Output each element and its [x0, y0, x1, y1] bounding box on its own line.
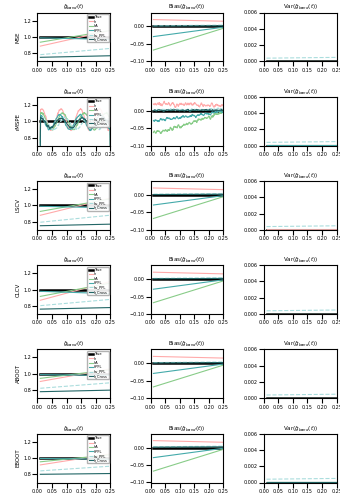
Title: Bias($\hat{g}_{band}(t)$): Bias($\hat{g}_{band}(t)$)	[168, 340, 206, 349]
Title: $\hat{g}_{band}(t)$: $\hat{g}_{band}(t)$	[63, 424, 85, 434]
Y-axis label: CLCV: CLCV	[16, 282, 21, 296]
Title: $\hat{g}_{band}(t)$: $\hat{g}_{band}(t)$	[63, 340, 85, 349]
Y-axis label: MSE: MSE	[16, 31, 21, 42]
Title: $\hat{g}_{band}(t)$: $\hat{g}_{band}(t)$	[63, 3, 85, 13]
Title: Bias($\hat{g}_{band}(t)$): Bias($\hat{g}_{band}(t)$)	[168, 256, 206, 265]
Title: Var($\hat{g}_{band}(t)$): Var($\hat{g}_{band}(t)$)	[283, 256, 318, 265]
Y-axis label: LSCV: LSCV	[16, 198, 21, 212]
Title: Bias($\hat{g}_{band}(t)$): Bias($\hat{g}_{band}(t)$)	[168, 3, 206, 13]
Legend: True, h, hA, hPPL, hv_PPL, h_Cross: True, h, hA, hPPL, hv_PPL, h_Cross	[87, 267, 109, 295]
Legend: True, h, hA, hPPL, hv_PPL, h_Cross: True, h, hA, hPPL, hv_PPL, h_Cross	[87, 436, 109, 464]
Title: Var($\hat{g}_{band}(t)$): Var($\hat{g}_{band}(t)$)	[283, 87, 318, 97]
Title: Var($\hat{g}_{band}(t)$): Var($\hat{g}_{band}(t)$)	[283, 171, 318, 181]
Title: $\hat{g}_{band}(t)$: $\hat{g}_{band}(t)$	[63, 87, 85, 97]
Title: Var($\hat{g}_{band}(t)$): Var($\hat{g}_{band}(t)$)	[283, 3, 318, 13]
Legend: True, h, hA, hPPL, hv_PPL, h_Cross: True, h, hA, hPPL, hv_PPL, h_Cross	[87, 98, 109, 126]
Title: Bias($\hat{g}_{band}(t)$): Bias($\hat{g}_{band}(t)$)	[168, 171, 206, 181]
Legend: True, h, hA, hPPL, hv_PPL, h_Cross: True, h, hA, hPPL, hv_PPL, h_Cross	[87, 351, 109, 379]
Y-axis label: EBOOT: EBOOT	[16, 448, 21, 468]
Title: Bias($\hat{g}_{band}(t)$): Bias($\hat{g}_{band}(t)$)	[168, 424, 206, 434]
Title: $\hat{g}_{band}(t)$: $\hat{g}_{band}(t)$	[63, 256, 85, 265]
Legend: True, h, hA, hPPL, hv_PPL, h_Cross: True, h, hA, hPPL, hv_PPL, h_Cross	[87, 14, 109, 42]
Title: $\hat{g}_{band}(t)$: $\hat{g}_{band}(t)$	[63, 171, 85, 181]
Title: Var($\hat{g}_{band}(t)$): Var($\hat{g}_{band}(t)$)	[283, 424, 318, 434]
Legend: True, h, hA, hPPL, hv_PPL, h_Cross: True, h, hA, hPPL, hv_PPL, h_Cross	[87, 182, 109, 211]
Y-axis label: rMSPE: rMSPE	[16, 112, 21, 130]
Y-axis label: ABOOT: ABOOT	[16, 364, 21, 384]
Title: Var($\hat{g}_{band}(t)$): Var($\hat{g}_{band}(t)$)	[283, 340, 318, 349]
Title: Bias($\hat{g}_{band}(t)$): Bias($\hat{g}_{band}(t)$)	[168, 87, 206, 97]
